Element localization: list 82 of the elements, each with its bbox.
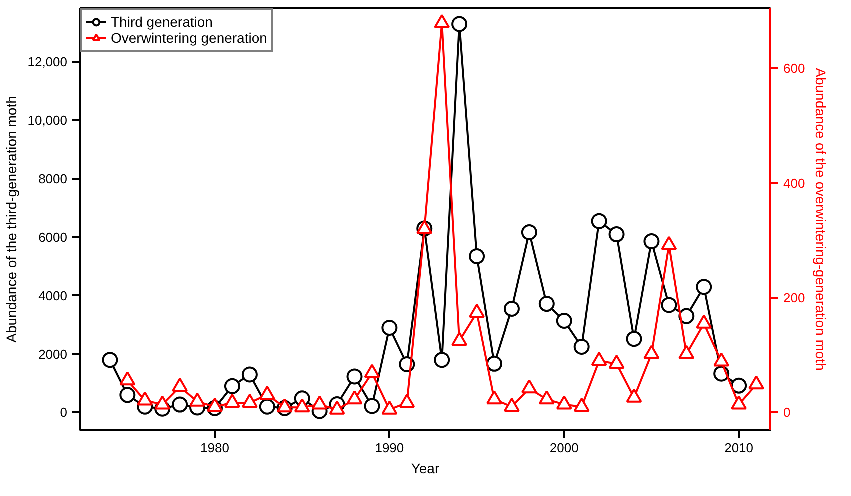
point xyxy=(452,16,468,32)
point xyxy=(120,372,136,386)
point xyxy=(748,376,765,390)
point xyxy=(644,234,660,250)
point xyxy=(538,296,555,312)
point xyxy=(608,226,625,243)
y-tick-label: 2000 xyxy=(38,346,68,362)
point xyxy=(731,378,748,394)
y-tick-label: 0 xyxy=(60,405,68,420)
point xyxy=(346,368,363,385)
point xyxy=(504,301,520,317)
point xyxy=(434,14,450,28)
point xyxy=(259,398,276,415)
legend-label: Overwintering generation xyxy=(111,30,268,46)
point xyxy=(294,398,310,413)
point xyxy=(434,352,450,368)
point xyxy=(731,396,748,410)
point xyxy=(521,224,538,240)
point xyxy=(591,213,608,230)
point xyxy=(242,366,258,383)
point xyxy=(696,279,712,296)
y2-tick-label: 600 xyxy=(784,61,806,76)
point xyxy=(364,398,380,414)
y2-tick-label: 0 xyxy=(784,405,791,420)
point xyxy=(137,392,154,406)
point xyxy=(521,380,538,394)
point xyxy=(714,352,730,367)
y-tick-label: 6000 xyxy=(38,230,68,245)
x-tick-label: 2000 xyxy=(550,440,579,456)
point xyxy=(399,394,416,408)
point xyxy=(574,338,590,355)
point xyxy=(626,331,642,348)
point xyxy=(312,396,328,410)
point xyxy=(346,390,363,405)
y2-tick-label: 400 xyxy=(784,176,806,191)
x-tick-label: 1990 xyxy=(375,440,404,456)
point xyxy=(224,394,240,408)
x-tick-label: 2010 xyxy=(724,440,754,456)
point xyxy=(678,308,695,324)
x-axis-title: Year xyxy=(411,460,440,476)
point xyxy=(469,248,486,264)
point xyxy=(120,387,136,404)
point xyxy=(276,398,293,413)
y-axis-title: Abundance of the third-generation moth xyxy=(4,96,20,343)
point xyxy=(259,386,276,400)
point xyxy=(224,378,240,394)
point xyxy=(678,345,695,360)
legend-label: Third generation xyxy=(111,14,213,30)
y-tick-label: 8000 xyxy=(38,172,68,187)
point xyxy=(382,400,398,415)
point xyxy=(172,378,188,392)
point xyxy=(486,390,502,405)
point xyxy=(626,388,642,403)
x-tick-label: 1980 xyxy=(200,440,230,456)
point xyxy=(452,332,468,346)
y-tick-label: 4000 xyxy=(38,288,68,304)
point xyxy=(469,304,486,318)
point xyxy=(591,352,608,366)
point xyxy=(538,390,555,405)
point xyxy=(556,313,572,329)
point xyxy=(242,394,258,408)
y-tick-label: 12,000 xyxy=(28,54,68,70)
point xyxy=(504,398,520,412)
y2-axis-title: Abundance of the overwintering-generation moth xyxy=(813,68,830,371)
point xyxy=(661,236,678,250)
point xyxy=(329,400,346,415)
point xyxy=(207,398,224,412)
point xyxy=(382,320,398,336)
point xyxy=(154,396,171,410)
point xyxy=(364,364,380,378)
point xyxy=(102,352,118,368)
point xyxy=(661,297,678,314)
y-tick-label: 10,000 xyxy=(28,113,68,128)
y2-tick-label: 200 xyxy=(784,290,806,306)
point xyxy=(556,396,572,410)
point xyxy=(486,356,502,372)
point xyxy=(644,345,660,360)
point xyxy=(172,396,188,413)
point xyxy=(574,398,590,412)
point xyxy=(190,392,206,407)
point xyxy=(608,354,625,370)
point xyxy=(696,314,712,329)
